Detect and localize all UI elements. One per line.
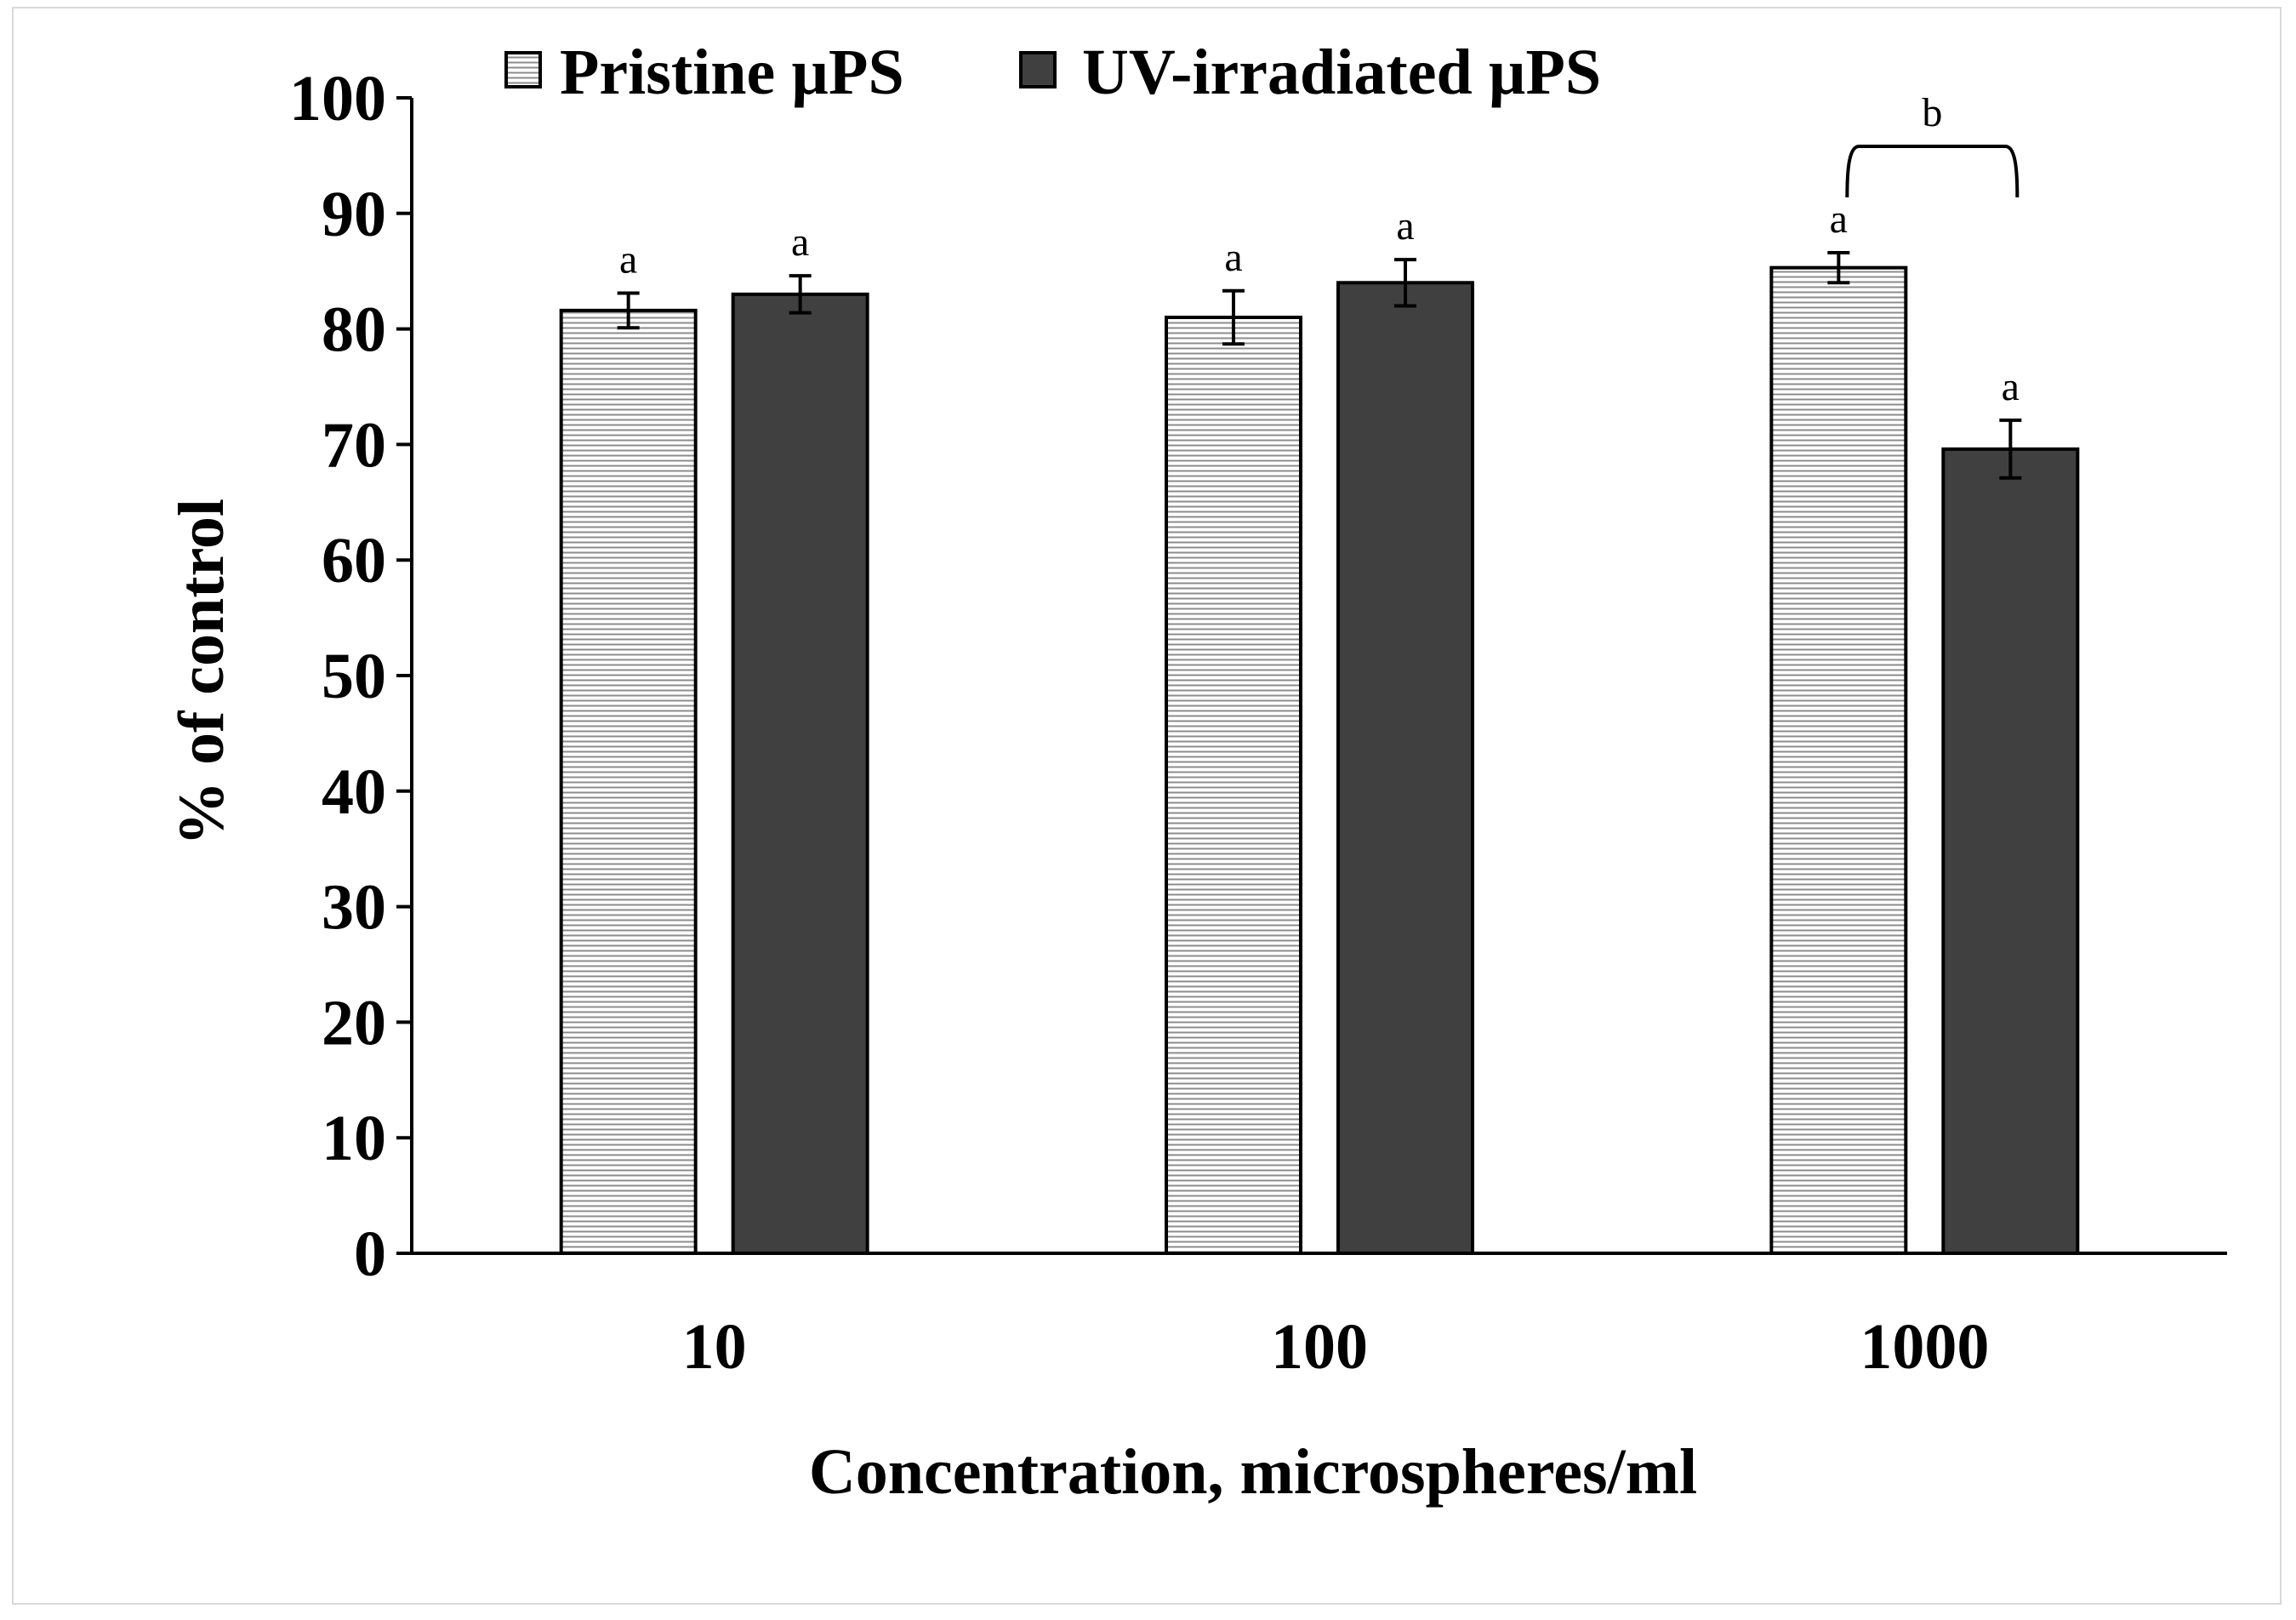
x-tick-label-1000: 1000 [1860, 1311, 1989, 1383]
y-tick-label: 40 [322, 756, 386, 828]
bar-uv-10 [731, 292, 869, 1255]
y-axis-title: % of control [166, 499, 237, 846]
y-tick-label: 100 [289, 63, 386, 134]
legend-swatch-uv [1019, 51, 1057, 88]
y-tick-label: 90 [322, 179, 386, 250]
legend: Pristine µPS UV-irradiated µPS [504, 37, 1601, 108]
y-tick-label: 20 [322, 987, 386, 1058]
y-tick-label: 0 [354, 1218, 386, 1290]
legend-swatch-pristine [504, 51, 542, 88]
plot-area: 0 10 20 30 40 50 60 70 80 90 100 a a 10 a a 100 a a 1000 b [289, 63, 2227, 1383]
y-tick-label: 80 [322, 294, 386, 366]
x-axis-title: Concentration, microspheres/ml [809, 1436, 1697, 1508]
significance-label: a [1396, 203, 1414, 248]
bar-pristine-100 [1165, 316, 1302, 1255]
significance-label: a [2002, 364, 2020, 409]
significance-label: a [1830, 197, 1848, 242]
bar-pristine-10 [559, 308, 698, 1256]
legend-label-uv: UV-irradiated µPS [1082, 37, 1601, 108]
y-tick-label: 70 [322, 409, 386, 481]
y-tick-label: 10 [322, 1103, 386, 1174]
significance-label: a [619, 237, 637, 282]
y-tick-label: 30 [322, 872, 386, 944]
bracket-label: b [1922, 90, 1942, 135]
bar-uv-100 [1336, 281, 1474, 1255]
significance-bracket [1845, 145, 2020, 198]
bar-pristine-1000 [1769, 265, 1908, 1256]
significance-label: a [1224, 235, 1242, 280]
legend-label-pristine: Pristine µPS [560, 37, 904, 108]
y-tick-label: 50 [322, 641, 386, 712]
x-tick-label-100: 100 [1271, 1311, 1368, 1383]
significance-label: a [791, 220, 809, 265]
y-tick-label: 60 [322, 525, 386, 596]
bar-uv-1000 [1941, 447, 2080, 1255]
x-tick-label-10: 10 [682, 1311, 747, 1383]
